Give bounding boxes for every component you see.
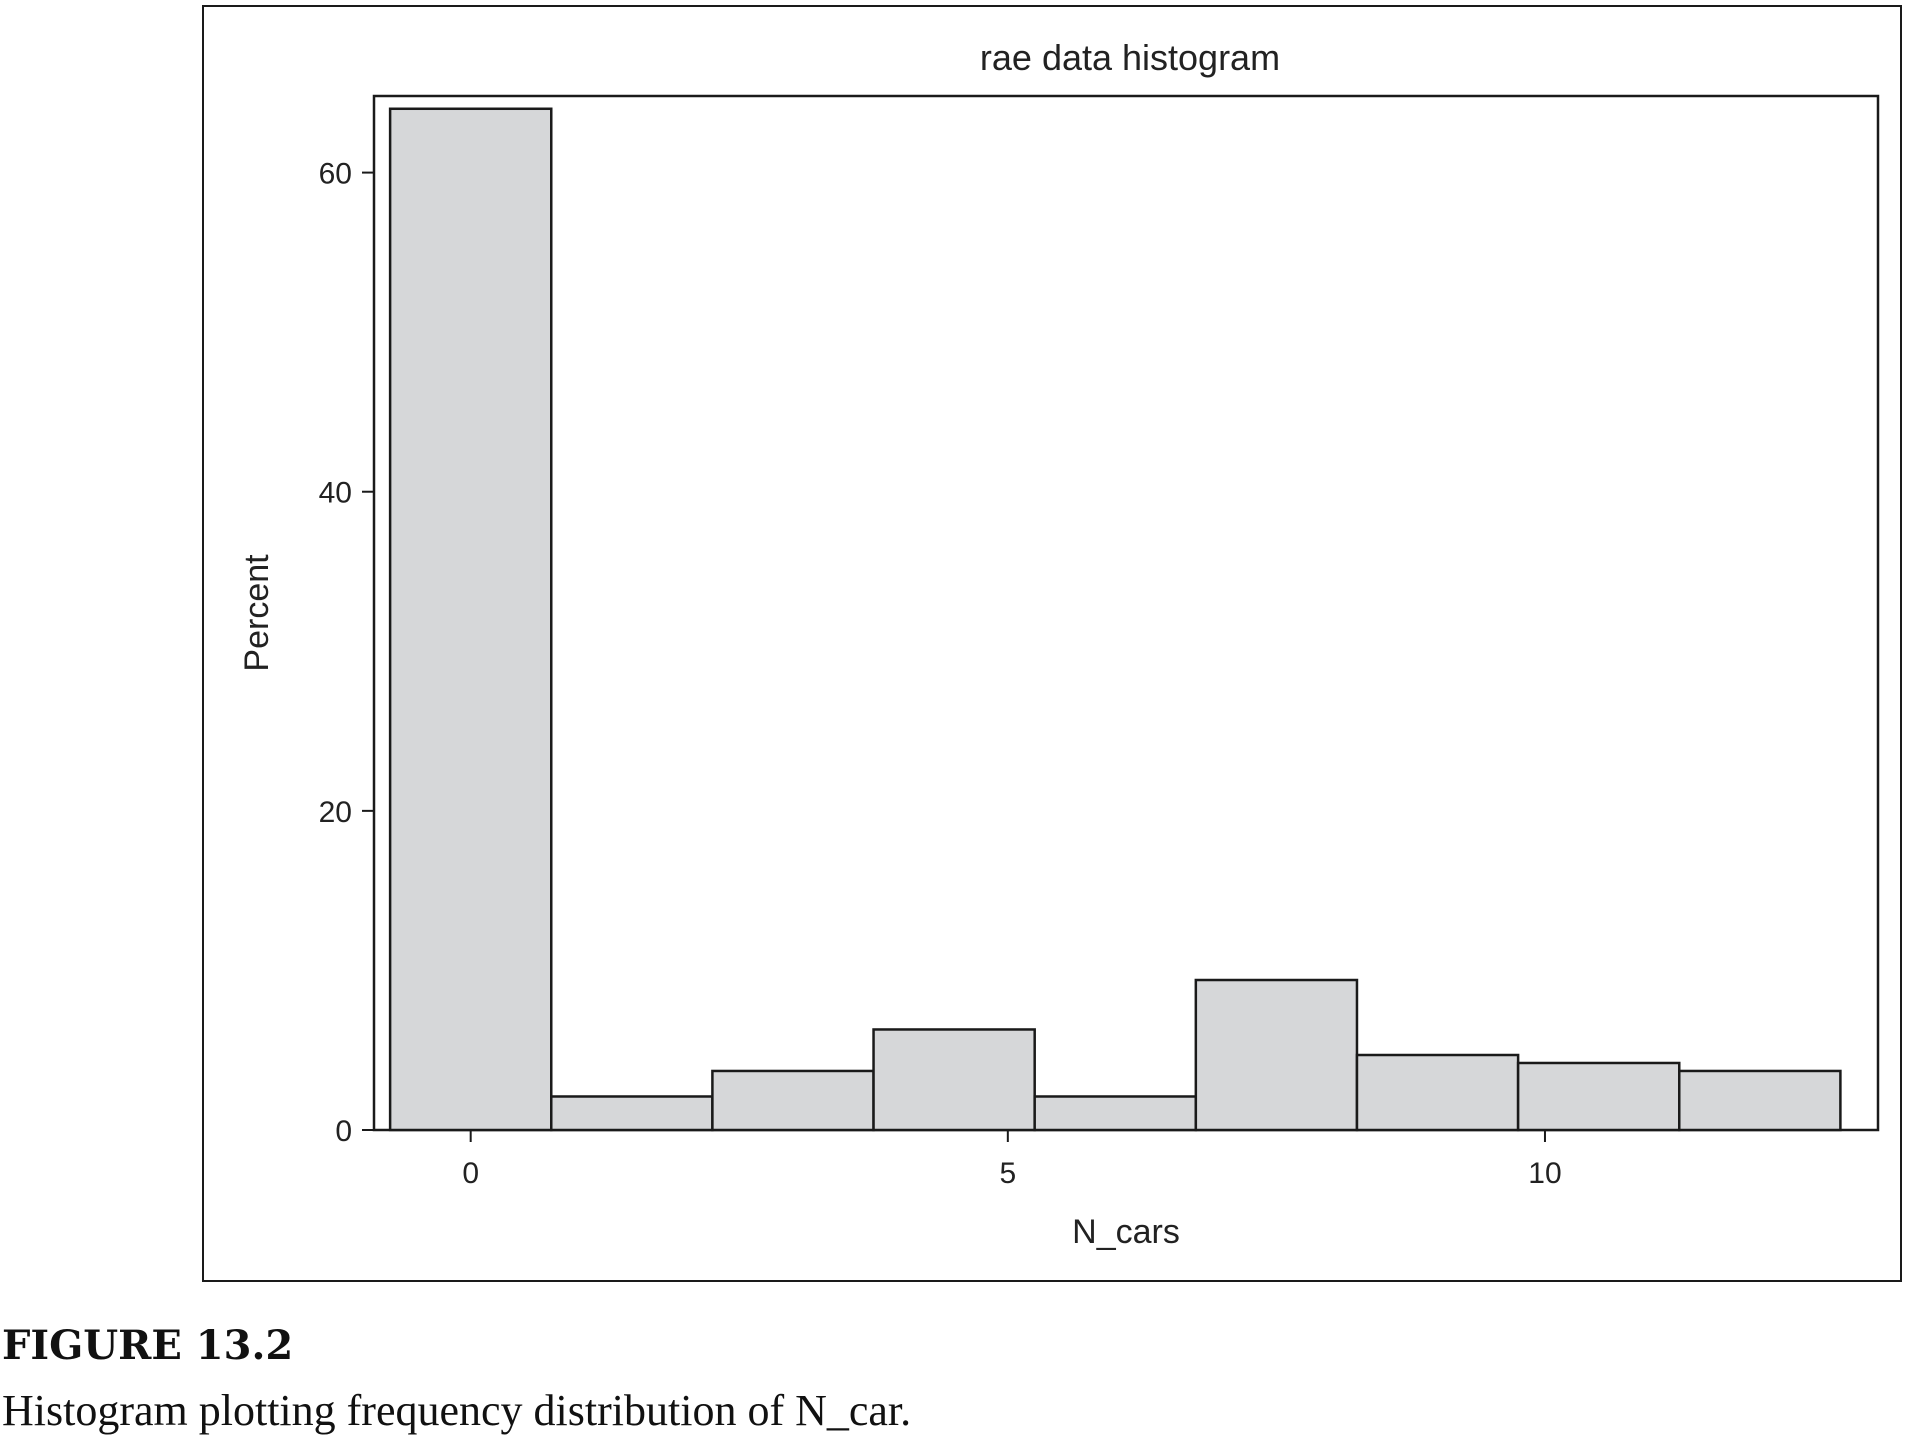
figure-caption-label: FIGURE 13.2 bbox=[2, 1322, 294, 1369]
histogram-bar bbox=[1678, 1069, 1842, 1132]
x-axis-label: N_cars bbox=[1072, 1213, 1180, 1251]
x-tick-label: 0 bbox=[462, 1157, 479, 1190]
x-axis: 0 5 10 bbox=[462, 1130, 1562, 1190]
y-tick-label: 0 bbox=[335, 1115, 352, 1148]
histogram-bar bbox=[550, 1095, 714, 1132]
plot-area bbox=[372, 94, 1880, 1132]
histogram-bar bbox=[711, 1069, 875, 1132]
y-tick-label: 20 bbox=[319, 796, 352, 829]
histogram-bar bbox=[1033, 1095, 1198, 1132]
y-axis-label: Percent bbox=[238, 554, 276, 672]
figure-caption-text: Histogram plotting frequency distributio… bbox=[2, 1386, 912, 1435]
x-tick-label: 10 bbox=[1528, 1157, 1561, 1190]
figure-frame bbox=[202, 5, 1902, 1282]
histogram-bar bbox=[388, 107, 553, 1132]
y-axis: 0 20 40 60 bbox=[319, 158, 374, 1148]
histogram-bar bbox=[1355, 1053, 1520, 1132]
y-tick-label: 60 bbox=[319, 158, 352, 191]
histogram-bar bbox=[1194, 978, 1359, 1132]
bars-group bbox=[388, 107, 1842, 1132]
y-tick-label: 40 bbox=[319, 477, 352, 510]
x-tick-label: 5 bbox=[999, 1157, 1016, 1190]
chart-title: rae data histogram bbox=[980, 37, 1280, 78]
histogram-bar bbox=[1516, 1061, 1681, 1132]
histogram-bar bbox=[872, 1028, 1036, 1132]
